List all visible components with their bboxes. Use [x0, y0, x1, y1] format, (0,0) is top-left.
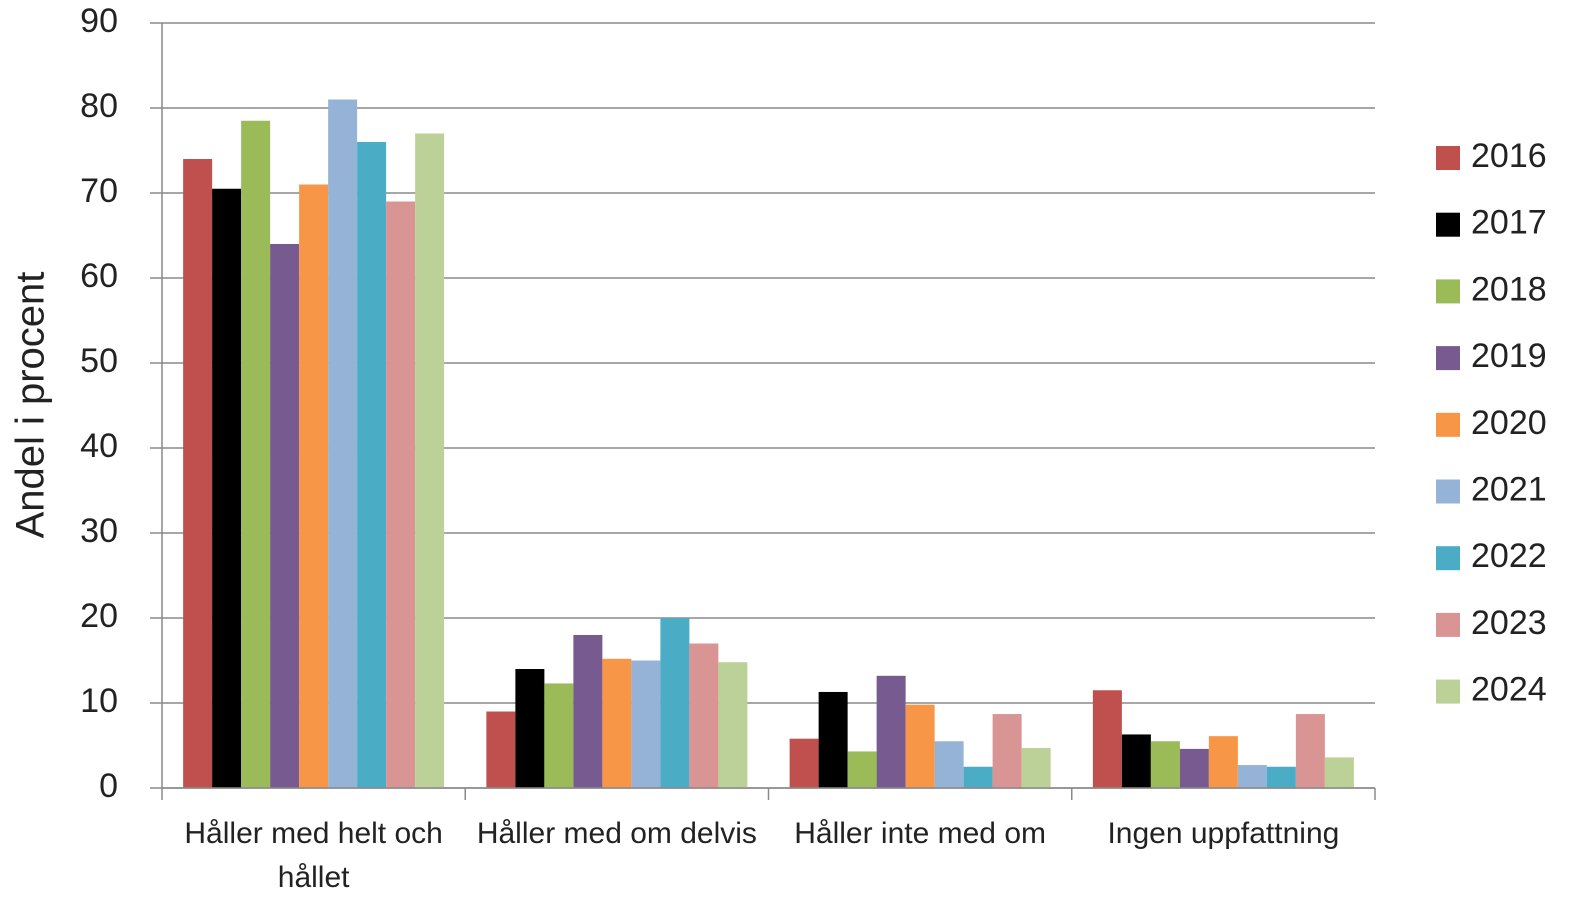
bar [789, 738, 819, 788]
legend-swatch [1436, 346, 1460, 371]
y-tick-label: 10 [80, 682, 118, 720]
bar [1021, 748, 1051, 788]
bar [1324, 757, 1354, 788]
bar [357, 142, 387, 788]
bar [415, 133, 445, 788]
bar [1092, 690, 1122, 788]
y-tick-label: 40 [80, 427, 118, 465]
bar [1266, 766, 1296, 788]
bar [963, 766, 993, 788]
bar [1208, 736, 1238, 788]
bar [1237, 765, 1267, 788]
bar [515, 669, 545, 788]
legend-label: 2019 [1471, 337, 1547, 375]
legend-label: 2018 [1471, 270, 1547, 308]
y-tick-label: 20 [80, 597, 118, 635]
y-tick-label: 30 [80, 512, 118, 550]
x-tick-label: Håller med om delvis [476, 817, 757, 850]
bar [328, 99, 358, 788]
bar [1295, 714, 1325, 788]
y-tick-label: 70 [80, 172, 118, 210]
bar [183, 159, 213, 788]
bar [486, 711, 516, 788]
x-tick-label: Ingen uppfattning [1107, 817, 1340, 850]
y-tick-label: 60 [80, 257, 118, 295]
bar [1179, 748, 1209, 788]
bar [544, 683, 574, 788]
y-tick-label: 50 [80, 342, 118, 380]
bar [299, 184, 329, 788]
legend-label: 2020 [1471, 404, 1547, 442]
legend-label: 2023 [1471, 604, 1547, 642]
bar [602, 658, 632, 788]
bar [386, 201, 416, 788]
legend-swatch [1436, 546, 1460, 571]
x-tick-label: Håller med helt och hållet [184, 817, 443, 894]
legend-label: 2024 [1471, 671, 1547, 709]
x-tick-label: Håller inte med om [794, 817, 1046, 850]
legend-swatch [1436, 212, 1460, 237]
legend-label: 2016 [1471, 137, 1547, 175]
bar [1121, 734, 1151, 788]
legend-swatch [1436, 412, 1460, 437]
legend-swatch [1436, 612, 1460, 637]
bar [270, 244, 300, 788]
bar [934, 741, 964, 788]
bar [992, 714, 1022, 788]
y-tick-label: 80 [80, 87, 118, 125]
bar [718, 662, 748, 788]
y-tick-label: 90 [80, 2, 118, 40]
bar [818, 691, 848, 788]
legend-swatch [1436, 679, 1460, 704]
bar [241, 120, 271, 788]
legend-swatch [1436, 146, 1460, 170]
y-axis-title: Andel i procent [9, 272, 53, 539]
bar [847, 751, 877, 788]
legend-label: 2021 [1471, 470, 1547, 508]
y-tick-label: 0 [99, 767, 118, 805]
legend-label: 2017 [1471, 204, 1547, 242]
bar [212, 188, 242, 788]
bar [905, 704, 935, 788]
bar [660, 618, 690, 788]
legend-swatch [1436, 479, 1460, 504]
legend-swatch [1436, 279, 1460, 304]
bar [876, 675, 906, 788]
legend-label: 2022 [1471, 537, 1547, 575]
bar [1150, 741, 1180, 788]
bar [689, 643, 719, 788]
bar [631, 660, 661, 788]
bar [573, 635, 603, 788]
